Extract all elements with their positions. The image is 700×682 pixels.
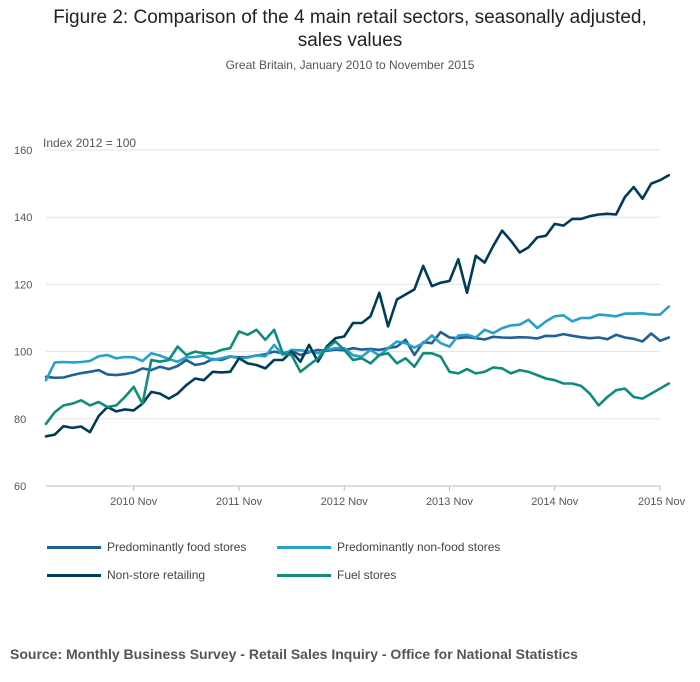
x-tick-label: 2013 Nov — [426, 496, 474, 508]
series-line-fuel-stores — [44, 328, 671, 426]
legend-item-non-store-retailing: Non-store retailing — [47, 568, 205, 582]
legend-item-fuel-stores: Fuel stores — [277, 568, 396, 582]
legend-swatch — [47, 545, 101, 549]
line-chart: 60 80 100 120 140 160 2010 Nov 2011 Nov 2012 Nov… — [14, 145, 686, 508]
x-tick-label: 2011 Nov — [216, 496, 263, 508]
series-line-non-store-retailing — [44, 173, 671, 438]
legend-swatch — [277, 573, 331, 577]
chart-subtitle: Great Britain, January 2010 to November … — [225, 58, 475, 72]
legend-swatch — [47, 573, 101, 577]
x-tick-label: 2010 Nov — [110, 496, 158, 508]
chart-title-line-1: Figure 2: Comparison of the 4 main retai… — [53, 7, 647, 28]
y-tick-label: 100 — [14, 347, 32, 359]
y-tick-label: 60 — [14, 481, 26, 493]
y-tick-label: 120 — [14, 279, 32, 291]
series-line-predominantly-non-food-stores — [44, 305, 671, 382]
x-tick-label: 2014 Nov — [531, 496, 579, 508]
legend-swatch — [277, 545, 331, 549]
legend-item-predominantly-food-stores: Predominantly food stores — [47, 540, 246, 554]
legend-item-predominantly-non-food-stores: Predominantly non-food stores — [277, 540, 500, 554]
y-tick-label: 160 — [14, 145, 32, 157]
legend-label: Fuel stores — [337, 568, 397, 582]
y-tick-label: 80 — [14, 414, 26, 426]
legend-label: Non-store retailing — [107, 568, 206, 582]
source-note: Source: Monthly Business Survey - Retail… — [10, 646, 578, 662]
chart-title-line-2: sales values — [297, 30, 403, 51]
legend-label: Predominantly non-food stores — [337, 540, 501, 554]
x-tick-label: 2012 Nov — [321, 496, 369, 508]
y-tick-label: 140 — [14, 212, 32, 224]
y-axis-unit-label: Index 2012 = 100 — [43, 136, 137, 150]
legend-label: Predominantly food stores — [107, 540, 247, 554]
chart-title: Figure 2: Comparison of the 4 main retai… — [0, 6, 700, 52]
x-tick-label: 2015 Nov — [638, 496, 686, 508]
